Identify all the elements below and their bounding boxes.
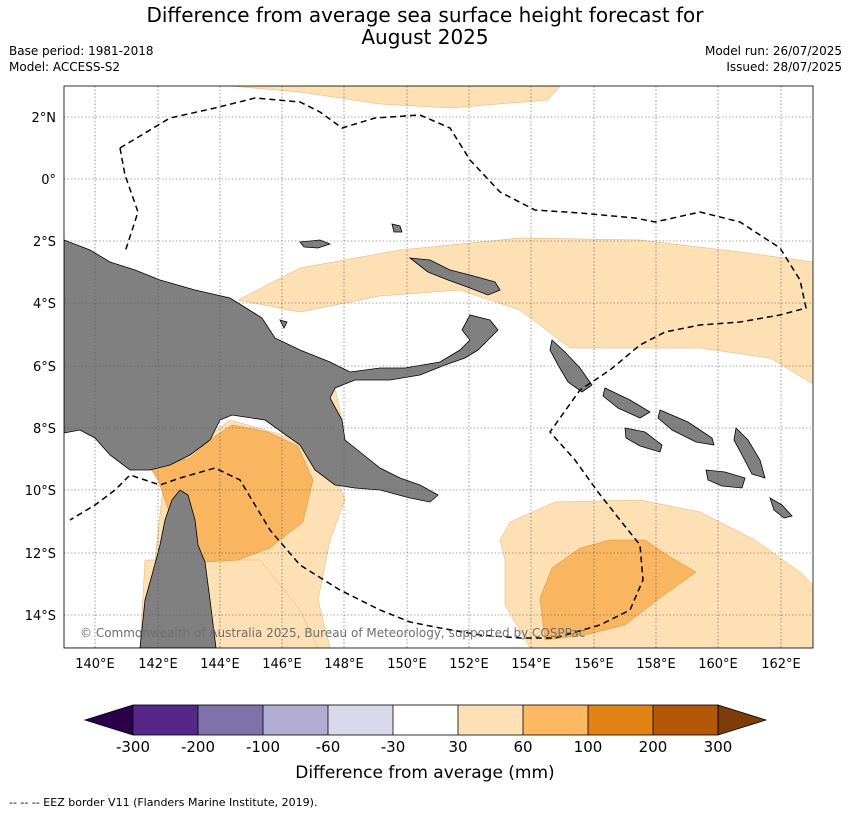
colorbar-tick: 100 — [574, 738, 603, 756]
meta-left: Base period: 1981-2018 Model: ACCESS-S2 — [9, 43, 154, 75]
colorbar-cell — [198, 705, 263, 735]
map-plot-area — [64, 86, 813, 648]
solomon-islands-5 — [705, 469, 746, 489]
lon-label: 140°E — [75, 657, 115, 672]
colorbar-tick: -30 — [381, 738, 406, 756]
solomon-islands-1 — [602, 387, 651, 419]
lat-label: 14°S — [25, 609, 56, 624]
base-period: Base period: 1981-2018 — [9, 44, 154, 58]
colorbar-tick: 200 — [639, 738, 668, 756]
lat-label: 4°S — [33, 297, 56, 312]
lat-label: 2°S — [33, 235, 56, 250]
lon-label: 150°E — [387, 657, 427, 672]
solomon-islands-3 — [624, 427, 663, 453]
meta-right: Model run: 26/07/2025 Issued: 28/07/2025 — [705, 43, 842, 75]
copyright-notice: © Commonwealth of Australia 2025, Bureau… — [80, 626, 585, 640]
solomon-islands-2 — [657, 409, 715, 446]
lat-label: 0° — [41, 173, 56, 188]
map-frame — [63, 85, 814, 649]
colorbar-cell — [523, 705, 588, 735]
colorbar-cell — [328, 705, 393, 735]
colorbar-cell — [83, 704, 134, 736]
lon-label: 142°E — [138, 657, 178, 672]
bougainville — [549, 339, 593, 393]
lon-label: 158°E — [636, 657, 676, 672]
lon-label: 144°E — [200, 657, 240, 672]
colorbar-tick: -60 — [316, 738, 341, 756]
eez-border — [69, 97, 807, 639]
model-run: Model run: 26/07/2025 — [704, 44, 842, 58]
new-guinea-land — [64, 239, 499, 503]
colorbar-cell — [458, 705, 523, 735]
latitude-labels: 2°N 0° 2°S 4°S 6°S 8°S 10°S 12°S 14°S — [25, 111, 56, 624]
title-line-1: Difference from average sea surface heig… — [146, 3, 704, 27]
new-ireland — [391, 223, 403, 233]
new-britain — [408, 257, 501, 296]
solomon-islands-6 — [769, 497, 793, 519]
lat-label: 2°N — [32, 111, 57, 126]
colorbar-cell — [133, 705, 198, 735]
lon-label: 152°E — [449, 657, 489, 672]
colorbar-tick: -100 — [246, 738, 280, 756]
colorbar-cell — [588, 705, 653, 735]
anomaly-30-60-north — [229, 86, 561, 109]
colorbar-cell — [653, 705, 718, 735]
lon-label: 146°E — [262, 657, 302, 672]
lat-label: 6°S — [33, 360, 56, 375]
lat-label: 8°S — [33, 422, 56, 437]
colorbar-cell — [393, 705, 458, 735]
lat-label: 12°S — [25, 547, 56, 562]
colorbar-tick: -300 — [116, 738, 150, 756]
colorbar: -300 -200 -100 -60 -30 30 60 100 200 300… — [83, 704, 768, 783]
anomaly-30-60-central — [237, 237, 813, 385]
colorbar-cell — [717, 704, 768, 736]
graticule — [64, 86, 813, 648]
manus-island — [299, 239, 332, 249]
colorbar-tick: 300 — [704, 738, 733, 756]
lon-label: 162°E — [761, 657, 801, 672]
colorbar-tick: 60 — [513, 738, 532, 756]
colorbar-cell — [263, 705, 328, 735]
solomon-islands-4 — [733, 427, 766, 479]
lon-label: 154°E — [511, 657, 551, 672]
issued-date: Issued: 28/07/2025 — [726, 60, 842, 74]
lat-label: 10°S — [25, 484, 56, 499]
lon-label: 148°E — [324, 657, 364, 672]
lon-label: 160°E — [698, 657, 738, 672]
lon-label: 156°E — [574, 657, 614, 672]
colorbar-label: Difference from average (mm) — [295, 763, 554, 783]
colorbar-tick: -200 — [181, 738, 215, 756]
map-title: Difference from average sea surface heig… — [0, 4, 850, 48]
title-line-2: August 2025 — [361, 25, 489, 49]
eez-legend: -- -- -- EEZ border V11 (Flanders Marine… — [9, 796, 318, 809]
model-name: Model: ACCESS-S2 — [9, 60, 121, 74]
longitude-labels: 140°E 142°E 144°E 146°E 148°E 150°E 152°… — [75, 657, 801, 672]
colorbar-tick: 30 — [448, 738, 467, 756]
